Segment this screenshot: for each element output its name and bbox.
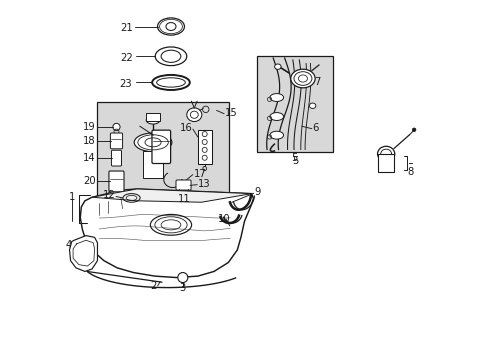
Bar (146, 113, 160, 121)
Ellipse shape (146, 116, 160, 124)
Text: 14: 14 (83, 153, 96, 163)
Bar (378, 154, 393, 172)
FancyBboxPatch shape (110, 133, 122, 149)
Ellipse shape (309, 103, 315, 108)
Text: 23: 23 (119, 79, 131, 89)
Text: 16: 16 (179, 123, 192, 133)
Ellipse shape (274, 64, 281, 69)
Text: 22: 22 (120, 53, 133, 63)
Ellipse shape (269, 113, 283, 121)
Text: 1: 1 (68, 192, 75, 202)
Text: 2: 2 (150, 281, 156, 291)
Text: 18: 18 (83, 136, 96, 146)
Text: 7: 7 (313, 77, 320, 87)
Ellipse shape (134, 133, 171, 152)
Polygon shape (80, 189, 253, 278)
Circle shape (113, 123, 120, 131)
Polygon shape (69, 235, 97, 271)
Ellipse shape (290, 69, 314, 88)
Text: 13: 13 (198, 179, 210, 189)
Polygon shape (92, 189, 251, 202)
Text: 21: 21 (120, 23, 133, 33)
Circle shape (411, 128, 415, 132)
Text: 8: 8 (406, 167, 412, 177)
Bar (198, 130, 211, 164)
Text: 20: 20 (83, 176, 96, 186)
Ellipse shape (186, 108, 202, 122)
Text: 4: 4 (65, 239, 72, 249)
Circle shape (178, 273, 187, 283)
Text: 12: 12 (102, 190, 115, 201)
Bar (142, 151, 163, 178)
Text: 5: 5 (291, 153, 297, 163)
Bar (257, 56, 332, 152)
Bar (97, 102, 228, 198)
FancyBboxPatch shape (111, 150, 121, 166)
FancyBboxPatch shape (176, 180, 191, 190)
FancyBboxPatch shape (109, 171, 124, 192)
Ellipse shape (269, 131, 283, 139)
Text: 19: 19 (83, 122, 96, 132)
Text: 9: 9 (254, 187, 261, 197)
Ellipse shape (269, 94, 283, 102)
Text: 10: 10 (217, 215, 229, 224)
Text: 6: 6 (312, 123, 318, 133)
Text: 3: 3 (179, 283, 185, 293)
Ellipse shape (377, 146, 394, 161)
Text: 17: 17 (193, 168, 206, 179)
Text: 11: 11 (178, 194, 190, 204)
Text: 15: 15 (224, 108, 237, 118)
FancyBboxPatch shape (152, 130, 170, 163)
Text: 5: 5 (291, 156, 298, 166)
